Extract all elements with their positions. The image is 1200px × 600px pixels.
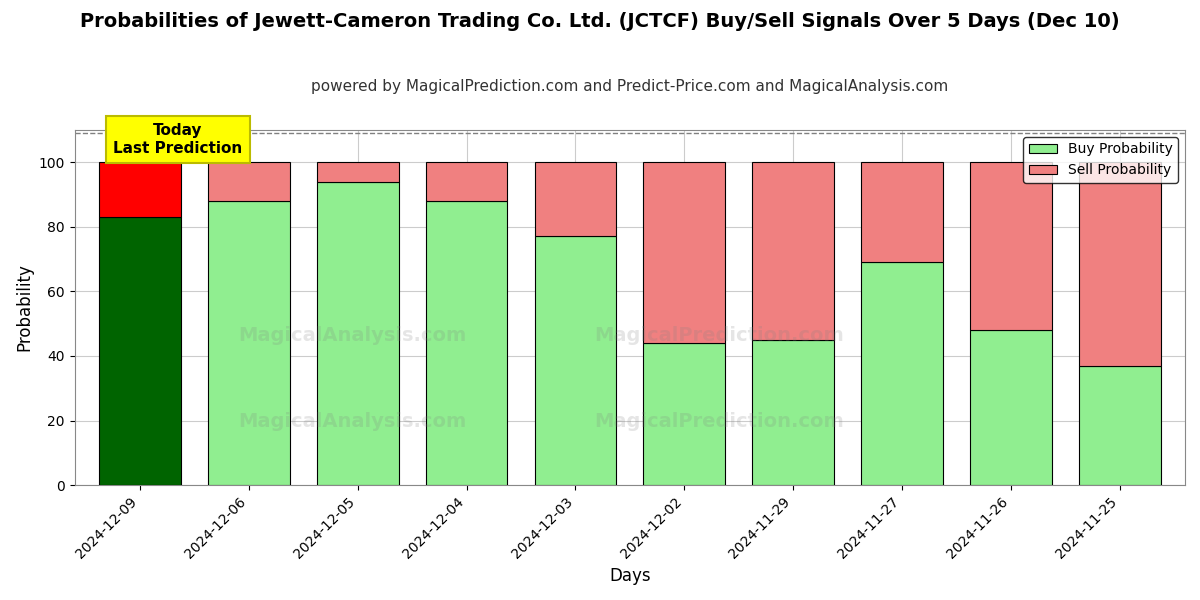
Bar xyxy=(1079,162,1160,365)
Bar xyxy=(643,162,725,343)
Bar xyxy=(100,162,181,217)
Text: Today
Last Prediction: Today Last Prediction xyxy=(114,124,242,156)
Text: MagicalPrediction.com: MagicalPrediction.com xyxy=(594,326,844,346)
Bar xyxy=(426,162,508,201)
Bar xyxy=(317,162,398,182)
Bar xyxy=(752,162,834,340)
Bar xyxy=(862,162,943,262)
X-axis label: Days: Days xyxy=(610,567,650,585)
Text: MagicalPrediction.com: MagicalPrediction.com xyxy=(594,412,844,431)
Text: Probabilities of Jewett-Cameron Trading Co. Ltd. (JCTCF) Buy/Sell Signals Over 5: Probabilities of Jewett-Cameron Trading … xyxy=(80,12,1120,31)
Bar xyxy=(208,162,289,201)
Bar xyxy=(534,162,617,236)
Bar xyxy=(970,162,1051,330)
Bar xyxy=(208,201,289,485)
Legend: Buy Probability, Sell Probability: Buy Probability, Sell Probability xyxy=(1024,137,1178,183)
Bar xyxy=(534,236,617,485)
Bar xyxy=(1079,365,1160,485)
Bar xyxy=(862,262,943,485)
Text: MagicalAnalysis.com: MagicalAnalysis.com xyxy=(238,326,467,346)
Y-axis label: Probability: Probability xyxy=(16,263,34,352)
Text: MagicalAnalysis.com: MagicalAnalysis.com xyxy=(238,412,467,431)
Bar xyxy=(426,201,508,485)
Bar xyxy=(970,330,1051,485)
Bar xyxy=(752,340,834,485)
Bar xyxy=(643,343,725,485)
Bar xyxy=(317,182,398,485)
Bar xyxy=(100,217,181,485)
Title: powered by MagicalPrediction.com and Predict-Price.com and MagicalAnalysis.com: powered by MagicalPrediction.com and Pre… xyxy=(311,79,948,94)
